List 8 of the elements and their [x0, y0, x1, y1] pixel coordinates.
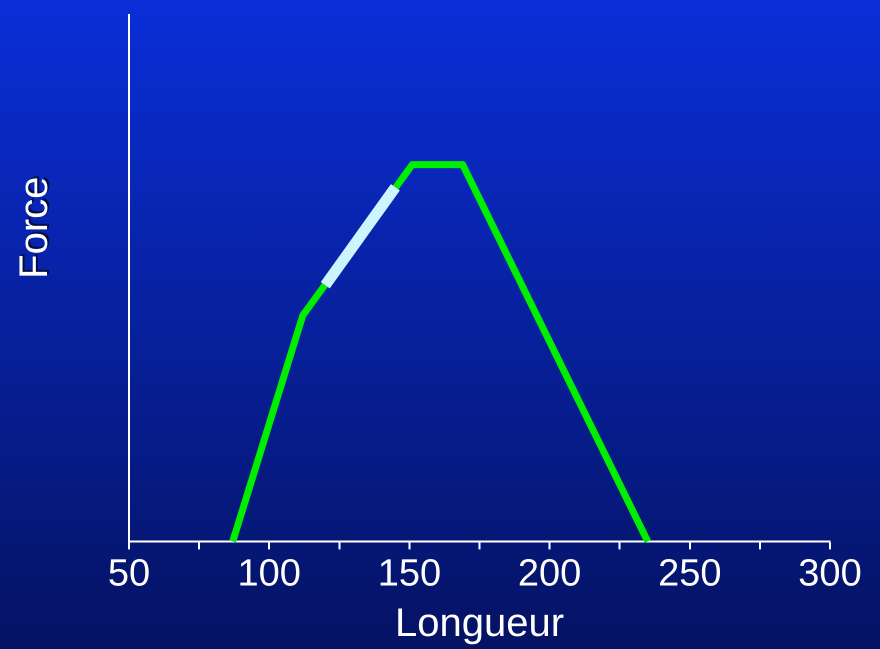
x-tick-label: 100 — [237, 552, 301, 595]
x-tick-label: 50 — [108, 552, 150, 595]
x-axis-title: Longueur — [394, 601, 564, 646]
x-tick-label: 150 — [378, 552, 442, 595]
x-tick-label: 300 — [798, 552, 862, 595]
x-tick-label: 250 — [658, 552, 722, 595]
y-axis-title: Force — [14, 174, 58, 277]
x-tick-label: 200 — [518, 552, 582, 595]
